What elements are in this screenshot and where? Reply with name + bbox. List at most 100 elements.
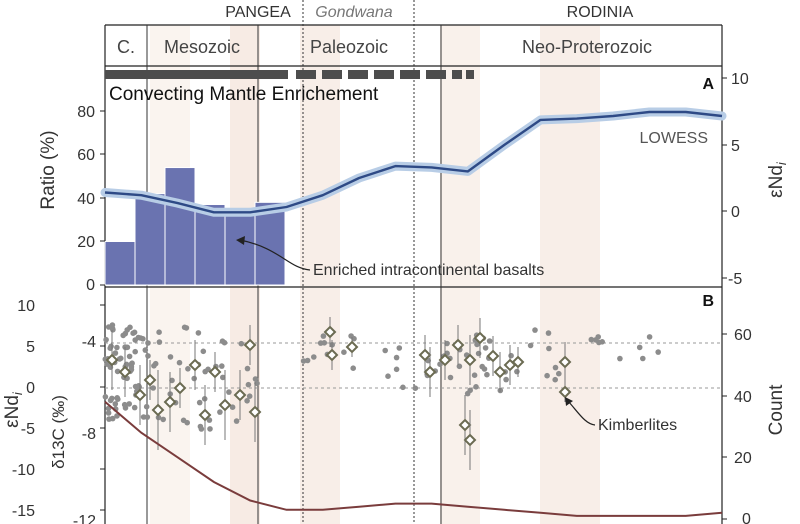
- axis-b-inner: -4 -8 -12: [73, 334, 96, 524]
- tick-b-left: 0: [26, 380, 35, 397]
- data-point: [527, 342, 534, 349]
- data-point: [244, 365, 251, 372]
- era-cenozoic: C.: [117, 37, 135, 57]
- data-point: [311, 354, 317, 360]
- diamond-marker: [558, 355, 572, 369]
- diamond-marker: [325, 348, 339, 362]
- diamond-marker: [198, 408, 212, 422]
- data-point: [596, 339, 602, 346]
- data-point: [464, 390, 471, 397]
- data-point: [393, 366, 400, 373]
- data-point: [412, 385, 419, 392]
- data-point: [114, 344, 120, 351]
- tick-b-left: -15: [12, 503, 35, 520]
- data-point: [221, 339, 228, 346]
- data-point: [226, 389, 232, 395]
- data-point: [135, 383, 142, 389]
- diamond-marker: [486, 349, 500, 363]
- diamond-marker: [173, 381, 187, 395]
- data-point: [140, 414, 147, 420]
- data-point: [444, 340, 450, 347]
- tick-a-left: 80: [77, 104, 95, 121]
- tick-a-right: 10: [731, 71, 749, 88]
- panel-a-letter: A: [702, 76, 714, 93]
- data-point: [546, 345, 552, 352]
- data-point: [207, 426, 213, 432]
- data-point: [143, 403, 150, 410]
- data-point: [126, 353, 133, 360]
- data-point: [116, 356, 123, 362]
- diamond-marker: [458, 418, 472, 432]
- data-point: [126, 401, 132, 407]
- data-point: [447, 374, 454, 381]
- data-point: [137, 335, 144, 341]
- annotation-kimberlites: Kimberlites: [598, 417, 677, 434]
- bar: [224, 212, 256, 286]
- data-point: [109, 322, 116, 328]
- tick-a-right: 0: [731, 204, 740, 221]
- data-point: [350, 365, 357, 372]
- data-point: [122, 405, 129, 411]
- diamond-marker: [323, 325, 337, 339]
- data-point: [180, 417, 187, 424]
- data-point: [532, 327, 538, 333]
- diamond-marker: [233, 388, 247, 402]
- rodinia-label: RODINIA: [567, 4, 634, 21]
- data-point: [160, 416, 166, 423]
- tick-b-inner: -8: [82, 426, 96, 443]
- diamond-marker: [118, 365, 132, 379]
- tick-b-right: 40: [734, 389, 752, 406]
- count-line: [104, 401, 723, 517]
- data-point: [655, 349, 661, 355]
- data-point: [646, 334, 653, 340]
- enrichment-bar-dashes: [296, 70, 474, 79]
- data-point: [473, 384, 479, 390]
- data-point: [198, 426, 205, 432]
- era-mesozoic: Mesozoic: [164, 37, 240, 57]
- data-point: [195, 330, 202, 336]
- diamond-marker: [451, 338, 465, 352]
- data-point: [219, 363, 225, 369]
- diamond-marker: [105, 353, 119, 367]
- data-point: [120, 332, 126, 339]
- data-point: [105, 410, 112, 416]
- panel-b-letter: B: [702, 293, 714, 310]
- data-point: [124, 327, 130, 333]
- data-point: [185, 366, 191, 372]
- data-point: [151, 363, 157, 369]
- tick-b-inner: -12: [73, 513, 96, 524]
- data-point: [142, 347, 149, 353]
- diamond-marker: [218, 398, 232, 412]
- lowess-label: LOWESS: [640, 130, 708, 147]
- panel-a: Convecting Mantle Enrichement A LOWESS E…: [38, 70, 789, 294]
- diamond-marker: [163, 395, 177, 409]
- data-point: [640, 355, 646, 362]
- data-point: [396, 345, 403, 351]
- axis-b-right-label: Count: [766, 384, 787, 435]
- data-point: [552, 364, 559, 371]
- data-point: [382, 347, 389, 354]
- axis-b-right: 60 40 20 0: [722, 327, 752, 524]
- data-point: [156, 339, 163, 345]
- tick-a-left: 0: [86, 277, 95, 294]
- data-point: [595, 334, 601, 340]
- data-point: [304, 357, 311, 364]
- data-point: [106, 416, 112, 422]
- data-point: [252, 376, 259, 382]
- diamond-markers: [105, 317, 572, 470]
- diamond-marker: [208, 365, 222, 379]
- tick-b-right: 20: [734, 450, 752, 467]
- enrichment-bar-solid: [105, 70, 288, 79]
- tick-a-left: 60: [77, 147, 95, 164]
- annotation-arrowhead: [236, 236, 245, 245]
- diamond-marker: [345, 340, 359, 354]
- annotation-basalts: Enriched intracontinental basalts: [313, 262, 544, 279]
- data-point: [552, 376, 558, 383]
- data-point: [202, 368, 208, 375]
- lowess-line: [104, 110, 723, 214]
- tick-b-left: 10: [17, 298, 35, 315]
- data-point: [484, 371, 490, 378]
- diamond-marker: [423, 365, 437, 379]
- data-point: [556, 370, 562, 377]
